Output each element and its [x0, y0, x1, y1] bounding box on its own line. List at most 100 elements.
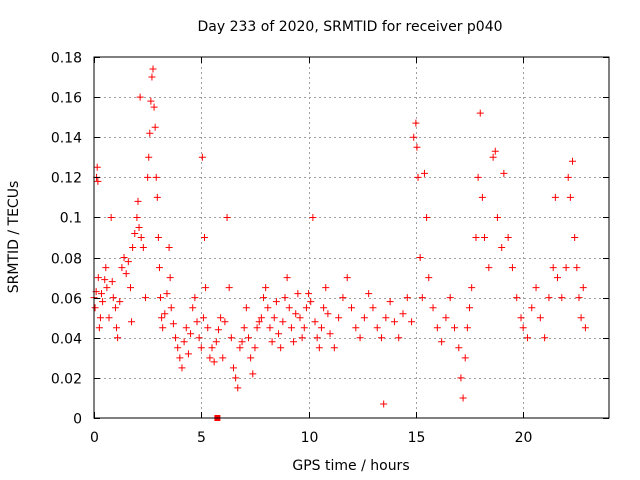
data-point: [111, 304, 119, 312]
data-point: [238, 338, 246, 346]
data-point: [446, 294, 454, 302]
data-point: [500, 169, 508, 177]
data-point: [305, 290, 313, 298]
data-point: [339, 294, 347, 302]
data-point: [307, 298, 315, 306]
data-point: [390, 318, 398, 326]
data-point: [579, 284, 587, 292]
data-point: [285, 304, 293, 312]
data-point: [133, 213, 141, 221]
data-point: [468, 284, 476, 292]
data-point: [251, 344, 259, 352]
data-point: [290, 338, 298, 346]
data-point: [378, 334, 386, 342]
data-point: [395, 334, 403, 342]
data-point: [172, 334, 180, 342]
data-point: [151, 123, 159, 131]
data-point: [519, 324, 527, 332]
data-point: [491, 147, 499, 155]
data-point: [191, 294, 199, 302]
ticks-layer: 0 0.02 0.04 0.06 0.08 0.1 0.12 0.14 0.16 0.18 0 5 10…: [51, 51, 609, 446]
data-point: [152, 173, 160, 181]
data-point: [210, 358, 218, 366]
data-point: [180, 338, 188, 346]
data-point: [476, 109, 484, 117]
data-point: [423, 213, 431, 221]
data-point: [154, 234, 162, 241]
data-point: [545, 294, 553, 302]
data-point: [109, 294, 117, 302]
chart-title: Day 233 of 2020, SRMTID for receiver p04…: [197, 19, 502, 35]
data-point: [108, 278, 116, 286]
data-point: [217, 314, 225, 322]
data-point: [135, 223, 143, 231]
data-point: [564, 173, 572, 181]
data-point: [167, 304, 175, 312]
plot-frame: [93, 56, 610, 419]
data-point: [433, 324, 441, 332]
data-point: [268, 338, 276, 346]
data-point: [382, 314, 390, 322]
data-point: [566, 193, 574, 201]
data-point: [204, 324, 212, 332]
data-point: [157, 294, 165, 302]
data-point: [541, 334, 549, 342]
data-point: [356, 334, 364, 342]
y-tick-label: 0.18: [51, 51, 82, 67]
data-point: [245, 334, 252, 342]
data-point: [457, 374, 465, 382]
data-point: [208, 344, 216, 352]
data-point: [139, 244, 147, 252]
data-point: [270, 314, 278, 322]
data-point: [581, 324, 589, 332]
data-point: [155, 264, 163, 272]
data-point: [463, 324, 471, 332]
data-point: [266, 324, 274, 332]
data-point: [281, 294, 289, 302]
data-point: [93, 163, 101, 171]
data-point: [313, 334, 321, 342]
data-point: [147, 97, 155, 105]
data-point: [174, 344, 182, 352]
data-point: [562, 264, 570, 272]
data-point: [461, 354, 469, 362]
y-tick-label: 0.12: [51, 171, 82, 187]
data-point: [223, 213, 231, 221]
data-point: [189, 304, 197, 312]
data-point: [369, 304, 377, 312]
data-point: [459, 394, 467, 402]
data-point: [472, 234, 480, 241]
data-point: [227, 334, 235, 342]
data-point: [420, 169, 428, 177]
data-point: [137, 234, 145, 241]
data-point: [481, 234, 489, 241]
data-point: [247, 354, 255, 362]
y-tick-label: 0.16: [51, 91, 82, 107]
data-point: [96, 314, 104, 322]
data-point: [95, 324, 103, 332]
data-point: [403, 294, 411, 302]
data-point: [113, 324, 121, 332]
data-point: [159, 324, 167, 332]
data-point: [577, 314, 585, 322]
data-point: [554, 274, 561, 282]
data-point: [478, 193, 486, 201]
data-point: [176, 354, 184, 362]
data-point: [399, 310, 407, 318]
data-point: [322, 284, 330, 292]
data-point: [118, 264, 126, 272]
data-point: [116, 298, 124, 306]
data-point: [309, 213, 317, 221]
data-point: [549, 264, 557, 272]
data-point: [264, 304, 272, 312]
data-point: [315, 344, 323, 352]
data-point: [136, 93, 144, 101]
x-axis-label: GPS time / hours: [292, 458, 409, 474]
data-point: [292, 310, 300, 318]
data-point: [178, 364, 186, 372]
data-point: [300, 324, 308, 332]
data-point: [343, 274, 351, 282]
data-point: [169, 320, 177, 328]
data-point: [144, 173, 152, 181]
y-tick-label: 0.04: [51, 332, 82, 348]
